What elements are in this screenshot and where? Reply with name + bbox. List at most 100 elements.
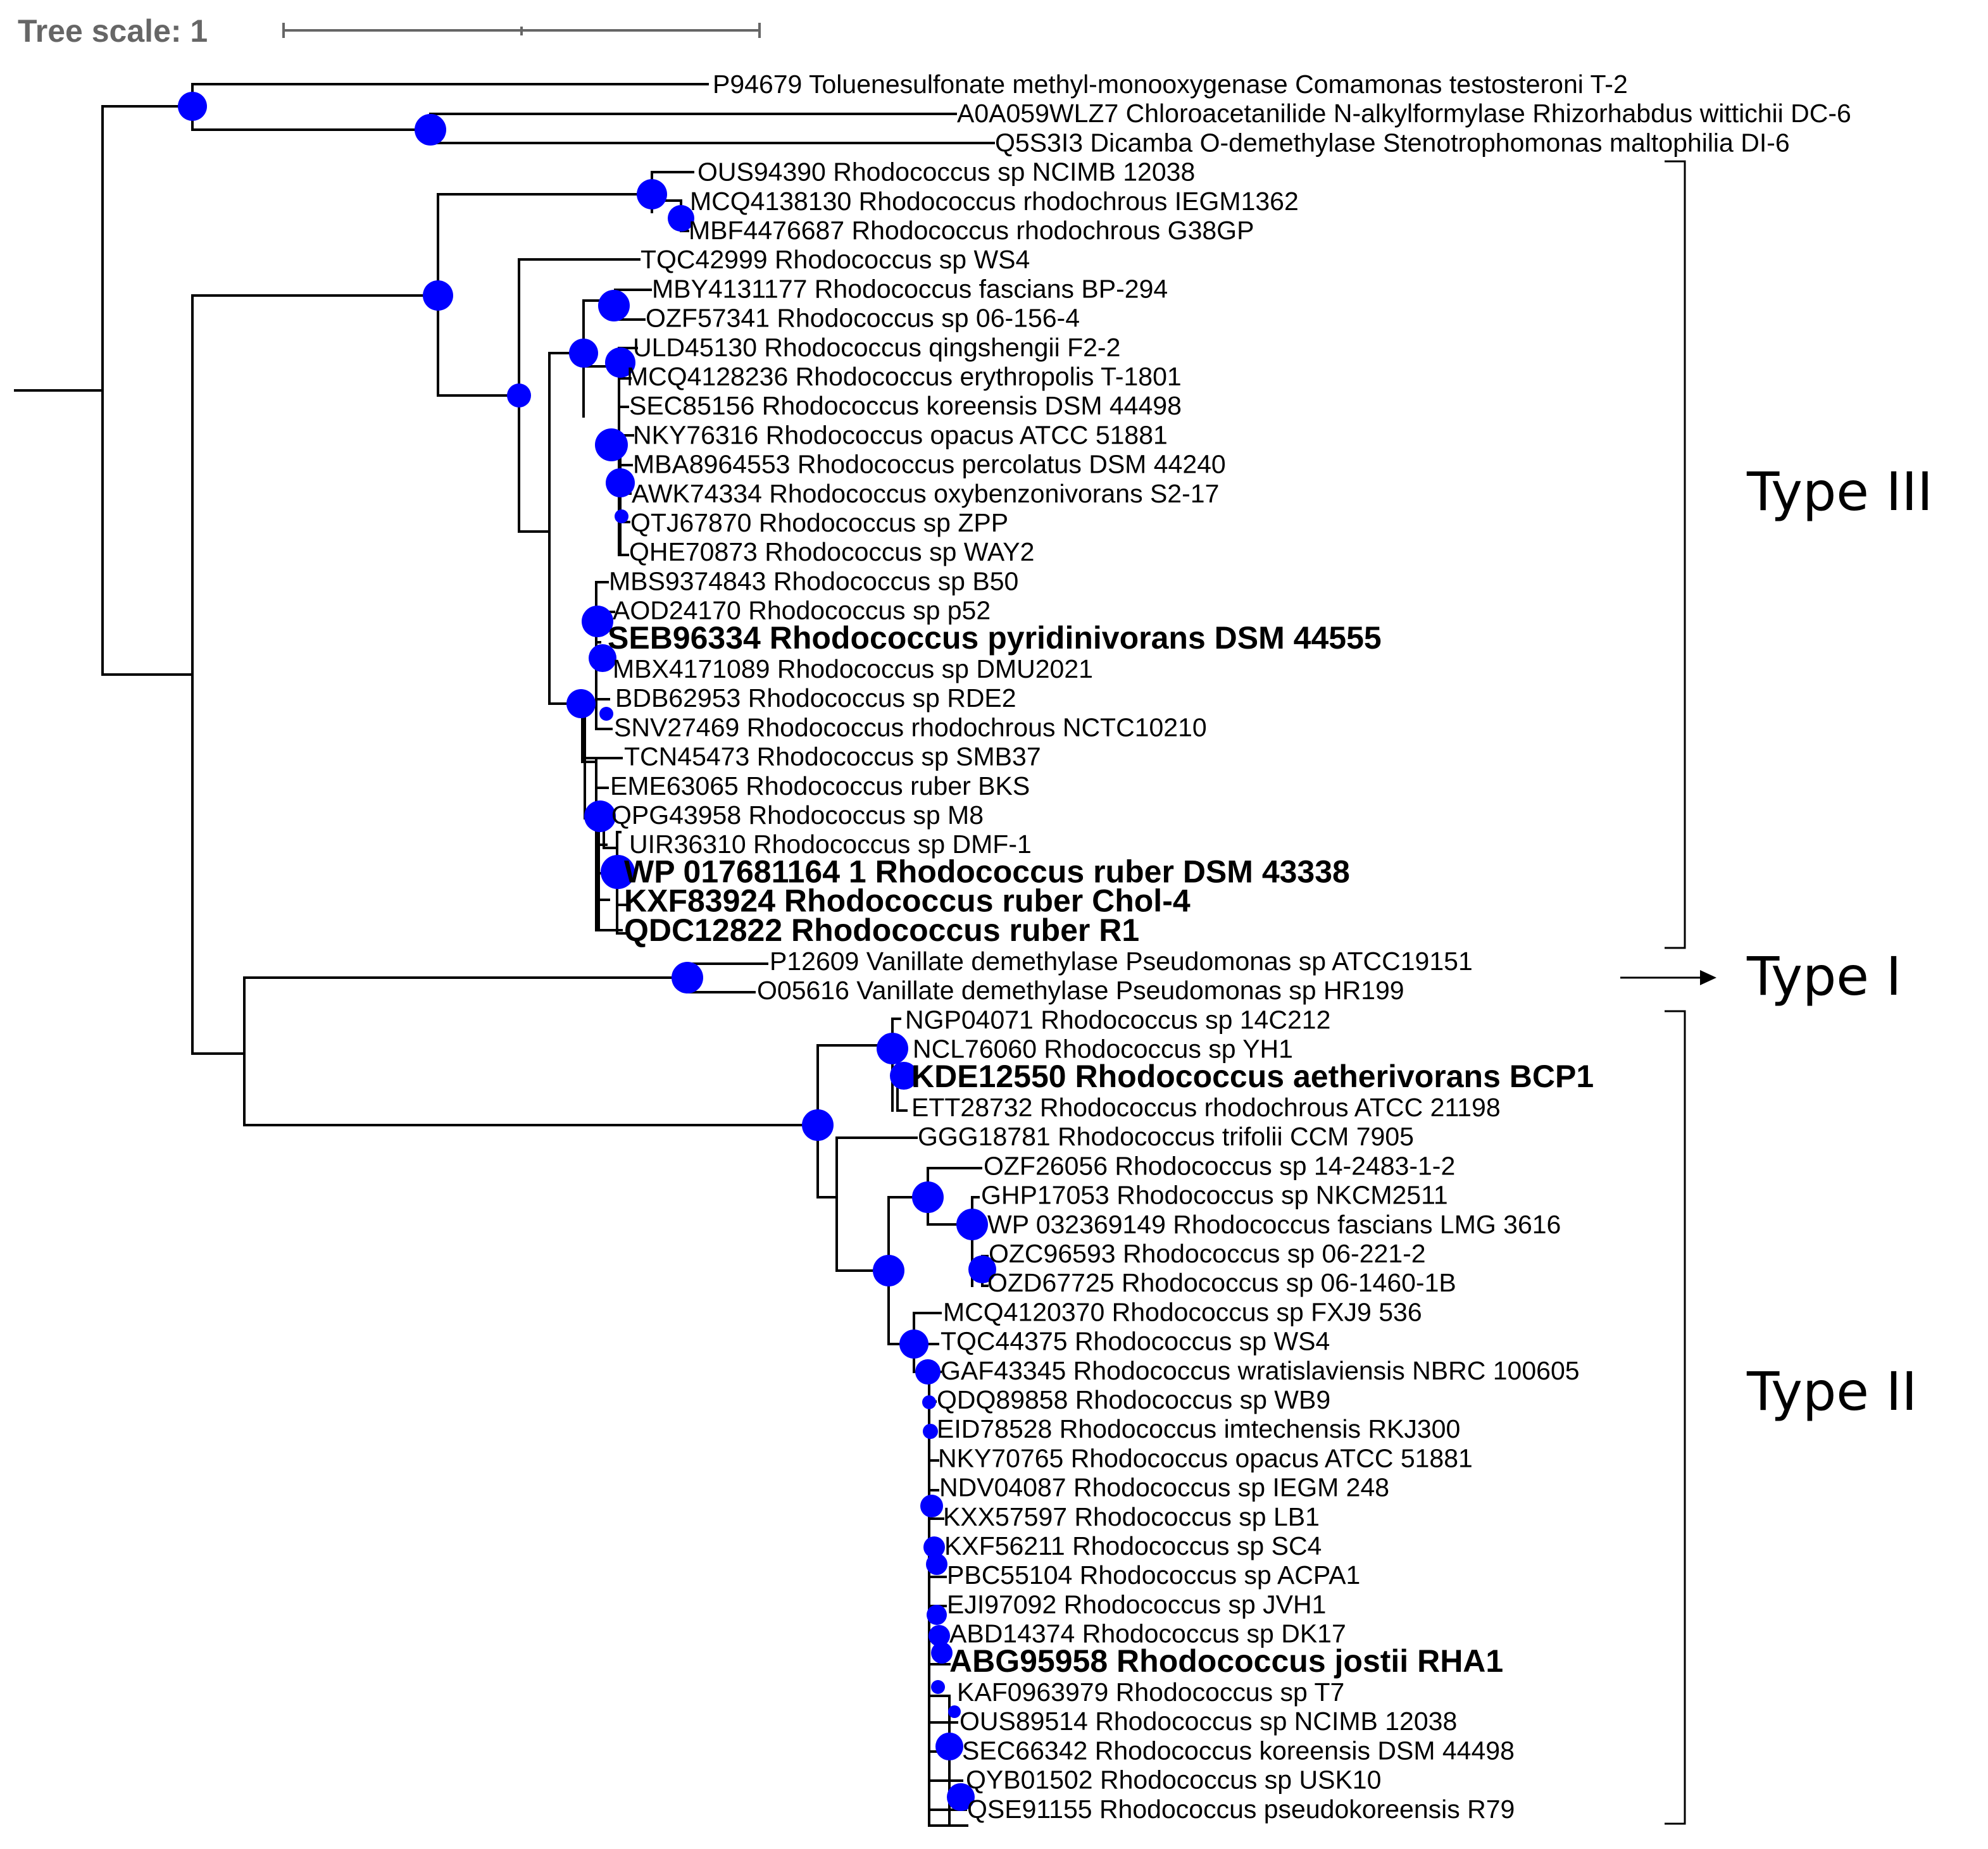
leaf-label: ABG95958 Rhodococcus jostii RHA1 — [949, 1643, 1503, 1679]
leaf-label: PBC55104 Rhodococcus sp ACPA1 — [947, 1560, 1360, 1590]
leaf-label: MBX4171089 Rhodococcus sp DMU2021 — [613, 654, 1093, 683]
support-node — [877, 1033, 908, 1064]
leaf-label: QHE70873 Rhodococcus sp WAY2 — [629, 537, 1034, 566]
leaf-label: Q5S3I3 Dicamba O-demethylase Stenotropho… — [995, 128, 1790, 157]
support-node — [605, 347, 635, 378]
leaf-label: AOD24170 Rhodococcus sp p52 — [613, 596, 991, 625]
leaf-label: AWK74334 Rhodococcus oxybenzonivorans S2… — [632, 479, 1219, 508]
support-node — [599, 707, 613, 721]
support-node — [928, 1625, 950, 1647]
support-node — [956, 1209, 988, 1240]
support-node — [415, 114, 446, 146]
leaf-label: MBY4131177 Rhodococcus fascians BP-294 — [652, 274, 1168, 303]
leaf-labels: P94679 Toluenesulfonate methyl-monooxyge… — [608, 70, 1851, 1824]
support-node — [589, 644, 616, 672]
support-node — [873, 1255, 904, 1286]
support-node — [899, 1329, 928, 1359]
leaf-label: KAF0963979 Rhodococcus sp T7 — [957, 1678, 1344, 1707]
type-ii-label: Type II — [1746, 1360, 1917, 1423]
leaf-label: MBS9374843 Rhodococcus sp B50 — [609, 566, 1018, 595]
leaf-label: OZD67725 Rhodococcus sp 06-1460-1B — [987, 1268, 1456, 1297]
leaf-label: WP 017681164 1 Rhodococcus ruber DSM 433… — [624, 854, 1350, 889]
support-node — [569, 339, 598, 368]
tree-nodes — [178, 92, 996, 1811]
leaf-label: SNV27469 Rhodococcus rhodochrous NCTC102… — [614, 713, 1207, 742]
leaf-label: OZC96593 Rhodococcus sp 06-221-2 — [989, 1239, 1426, 1268]
support-node — [915, 1359, 941, 1385]
leaf-label: GHP17053 Rhodococcus sp NKCM2511 — [981, 1181, 1448, 1210]
leaf-label: GGG18781 Rhodococcus trifolii CCM 7905 — [918, 1122, 1414, 1151]
leaf-label: QDC12822 Rhodococcus ruber R1 — [624, 912, 1139, 948]
type-i-arrowhead — [1700, 970, 1716, 985]
leaf-label: NCL76060 Rhodococcus sp YH1 — [913, 1035, 1293, 1064]
leaf-label: MBA8964553 Rhodococcus percolatus DSM 44… — [633, 450, 1226, 479]
support-node — [582, 606, 613, 637]
support-node — [948, 1705, 961, 1718]
leaf-label: TQC42999 Rhodococcus sp WS4 — [641, 245, 1030, 274]
leaf-label: KDE12550 Rhodococcus aetherivorans BCP1 — [911, 1059, 1594, 1094]
support-node — [606, 468, 635, 497]
leaf-label: ETT28732 Rhodococcus rhodochrous ATCC 21… — [911, 1093, 1501, 1122]
support-node — [923, 1424, 938, 1439]
leaf-label: QTJ67870 Rhodococcus sp ZPP — [630, 508, 1008, 537]
leaf-label: KXX57597 Rhodococcus sp LB1 — [943, 1502, 1320, 1531]
leaf-label: NGP04071 Rhodococcus sp 14C212 — [905, 1005, 1330, 1034]
support-node — [927, 1605, 947, 1625]
support-node — [931, 1680, 945, 1694]
support-node — [668, 205, 694, 232]
support-node — [922, 1395, 936, 1409]
leaf-label: OUS89514 Rhodococcus sp NCIMB 12038 — [960, 1707, 1457, 1736]
tree-scale-bar — [282, 23, 761, 38]
leaf-label: KXF83924 Rhodococcus ruber Chol-4 — [624, 883, 1191, 919]
support-node — [507, 383, 531, 408]
support-node — [615, 509, 628, 523]
leaf-label: EME63065 Rhodococcus ruber BKS — [610, 771, 1030, 800]
leaf-label: OUS94390 Rhodococcus sp NCIMB 12038 — [697, 158, 1195, 187]
leaf-label: TQC44375 Rhodococcus sp WS4 — [941, 1327, 1330, 1356]
support-node — [802, 1109, 834, 1141]
support-node — [178, 92, 207, 121]
leaf-label: NKY70765 Rhodococcus opacus ATCC 51881 — [938, 1443, 1473, 1472]
leaf-label: WP 032369149 Rhodococcus fascians LMG 36… — [987, 1210, 1561, 1239]
leaf-label: NDV04087 Rhodococcus sp IEGM 248 — [939, 1473, 1389, 1502]
leaf-label: QSE91155 Rhodococcus pseudokoreensis R79 — [967, 1795, 1515, 1824]
type-iii-bracket — [1665, 160, 1686, 949]
leaf-label: QDQ89858 Rhodococcus sp WB9 — [937, 1385, 1330, 1414]
support-node — [923, 1536, 945, 1558]
type-i-label: Type I — [1746, 945, 1901, 1007]
support-node — [935, 1733, 963, 1760]
support-node — [968, 1255, 996, 1283]
leaf-label: GAF43345 Rhodococcus wratislaviensis NBR… — [941, 1356, 1580, 1385]
leaf-label: QYB01502 Rhodococcus sp USK10 — [966, 1765, 1381, 1795]
support-node — [672, 962, 703, 993]
support-node — [931, 1642, 953, 1664]
support-node — [595, 428, 628, 461]
leaf-label: MCQ4120370 Rhodococcus sp FXJ9 536 — [943, 1297, 1422, 1326]
support-node — [423, 280, 453, 311]
clade-annotations: Type III Type I Type II — [1620, 160, 1933, 1825]
leaf-label: MCQ4138130 Rhodococcus rhodochrous IEGM1… — [690, 187, 1299, 216]
leaf-label: KXF56211 Rhodococcus sp SC4 — [944, 1531, 1322, 1560]
leaf-label: SEC66342 Rhodococcus koreensis DSM 44498 — [962, 1736, 1515, 1765]
support-node — [584, 800, 616, 832]
leaf-label: OZF57341 Rhodococcus sp 06-156-4 — [646, 304, 1080, 333]
leaf-label: EID78528 Rhodococcus imtechensis RKJ300 — [937, 1414, 1460, 1443]
support-node — [890, 1062, 918, 1090]
support-node — [566, 689, 596, 718]
support-node — [601, 855, 635, 889]
leaf-label: OZF26056 Rhodococcus sp 14-2483-1-2 — [984, 1151, 1455, 1180]
leaf-label: SEC85156 Rhodococcus koreensis DSM 44498 — [629, 391, 1182, 420]
support-node — [920, 1495, 943, 1517]
support-node — [926, 1553, 947, 1575]
support-node — [947, 1783, 975, 1811]
type-iii-label: Type III — [1746, 461, 1933, 523]
leaf-label: MBF4476687 Rhodococcus rhodochrous G38GP — [689, 216, 1254, 245]
type-ii-bracket — [1665, 1010, 1686, 1825]
leaf-label: ABD14374 Rhodococcus sp DK17 — [949, 1619, 1346, 1648]
leaf-label: MCQ4128236 Rhodococcus erythropolis T-18… — [627, 362, 1182, 391]
leaf-label: TCN45473 Rhodococcus sp SMB37 — [624, 742, 1041, 771]
support-node — [637, 179, 667, 209]
leaf-label: A0A059WLZ7 Chloroacetanilide N-alkylform… — [957, 99, 1851, 128]
leaf-label: EJI97092 Rhodococcus sp JVH1 — [947, 1590, 1326, 1619]
